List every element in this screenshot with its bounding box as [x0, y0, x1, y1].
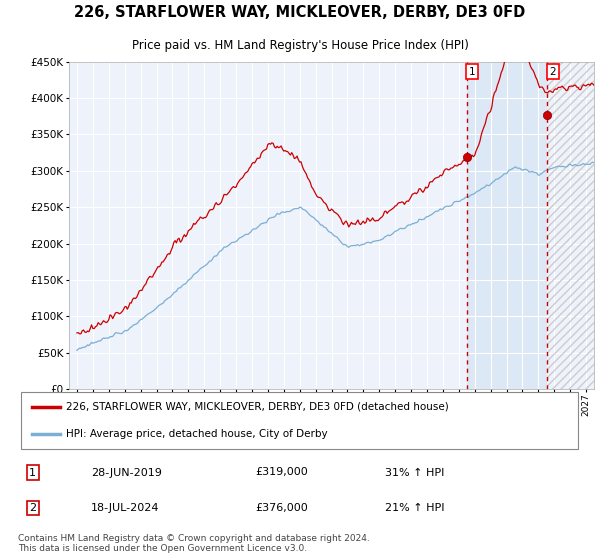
FancyBboxPatch shape: [21, 392, 578, 449]
Text: 1: 1: [469, 67, 476, 77]
Text: 21% ↑ HPI: 21% ↑ HPI: [385, 503, 444, 513]
Text: HPI: Average price, detached house, City of Derby: HPI: Average price, detached house, City…: [66, 430, 328, 440]
Text: 226, STARFLOWER WAY, MICKLEOVER, DERBY, DE3 0FD: 226, STARFLOWER WAY, MICKLEOVER, DERBY, …: [74, 6, 526, 20]
Text: 226, STARFLOWER WAY, MICKLEOVER, DERBY, DE3 0FD (detached house): 226, STARFLOWER WAY, MICKLEOVER, DERBY, …: [66, 402, 449, 412]
Text: Price paid vs. HM Land Registry's House Price Index (HPI): Price paid vs. HM Land Registry's House …: [131, 39, 469, 53]
Text: 31% ↑ HPI: 31% ↑ HPI: [385, 468, 444, 478]
Text: Contains HM Land Registry data © Crown copyright and database right 2024.
This d: Contains HM Land Registry data © Crown c…: [18, 534, 370, 553]
Text: 28-JUN-2019: 28-JUN-2019: [91, 468, 162, 478]
Bar: [547, 62, 594, 389]
Text: 2: 2: [29, 503, 37, 513]
Bar: [467, 62, 547, 389]
Text: 1: 1: [29, 468, 36, 478]
Text: £319,000: £319,000: [255, 468, 308, 478]
Bar: [547, 62, 594, 389]
Text: 2: 2: [549, 67, 556, 77]
Text: 18-JUL-2024: 18-JUL-2024: [91, 503, 160, 513]
Text: £376,000: £376,000: [255, 503, 308, 513]
